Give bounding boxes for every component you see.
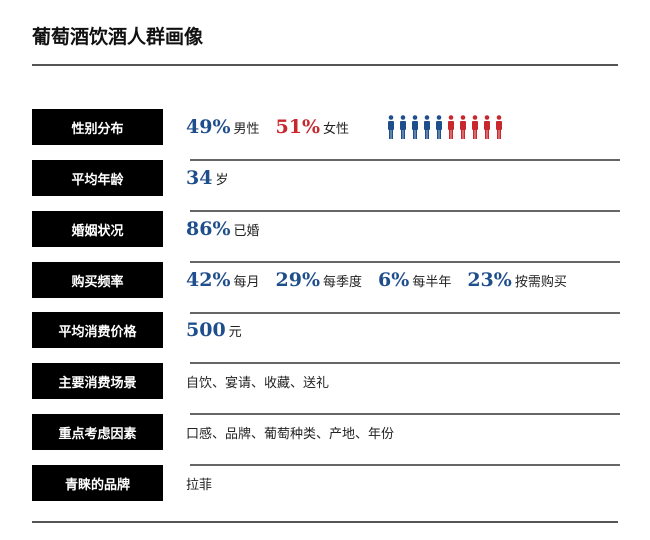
row-label: 平均消费价格 [32, 312, 163, 348]
divider [190, 210, 620, 212]
row-label: 重点考虑因素 [32, 414, 163, 450]
value: 42% [186, 269, 231, 291]
divider [190, 312, 620, 314]
text: 口感、品牌、葡萄种类、产地、年份 [186, 426, 395, 442]
unit: 按需购买 [514, 274, 567, 290]
value: 86% [186, 218, 231, 240]
gender-figures [387, 115, 503, 139]
person-icon [412, 115, 419, 139]
row-label: 主要消费场景 [32, 363, 163, 399]
person-icon [400, 115, 407, 139]
male-percent: 49% [186, 116, 231, 138]
male-label: 男性 [233, 121, 260, 137]
row-scenes: 主要消费场景 自饮、宴请、收藏、送礼 [32, 363, 620, 415]
person-icon [436, 115, 443, 139]
row-price: 平均消费价格 500 元 [32, 312, 620, 364]
text: 自饮、宴请、收藏、送礼 [186, 375, 330, 391]
text: 拉菲 [186, 477, 213, 493]
female-label: 女性 [323, 121, 350, 137]
divider [190, 464, 620, 466]
row-label: 青睐的品牌 [32, 465, 163, 501]
unit: 岁 [215, 172, 229, 188]
value: 6% [378, 269, 410, 291]
person-icon [448, 115, 455, 139]
divider [32, 521, 618, 523]
row-age: 平均年龄 34 岁 [32, 160, 620, 212]
row-label: 性别分布 [32, 109, 163, 145]
row-label: 购买频率 [32, 262, 163, 298]
unit: 每季度 [323, 274, 363, 290]
unit: 每半年 [412, 274, 452, 290]
person-icon [496, 115, 503, 139]
person-icon [460, 115, 467, 139]
row-factors: 重点考虑因素 口感、品牌、葡萄种类、产地、年份 [32, 414, 620, 466]
page-title: 葡萄酒饮酒人群画像 [32, 26, 204, 48]
divider [32, 64, 618, 66]
value: 34 [186, 167, 213, 189]
unit: 每月 [233, 274, 260, 290]
divider [190, 261, 620, 263]
person-icon [484, 115, 491, 139]
female-percent: 51% [275, 116, 321, 138]
row-label: 婚姻状况 [32, 211, 163, 247]
row-gender: 性别分布 49% 男性 51% 女性 [32, 109, 620, 161]
value: 23% [467, 269, 512, 291]
row-label: 平均年龄 [32, 160, 163, 196]
divider [190, 159, 620, 161]
row-marital: 婚姻状况 86% 已婚 [32, 211, 620, 263]
row-frequency: 购买频率 42% 每月 29% 每季度 6% 每半年 23% 按需购买 [32, 262, 620, 314]
divider [190, 362, 620, 364]
unit: 元 [228, 324, 242, 340]
value: 500 [186, 319, 226, 341]
value: 29% [275, 269, 321, 291]
divider [190, 413, 620, 415]
person-icon [424, 115, 431, 139]
person-icon [472, 115, 479, 139]
row-brand: 青睐的品牌 拉菲 [32, 465, 620, 505]
unit: 已婚 [233, 223, 260, 239]
person-icon [388, 115, 395, 139]
